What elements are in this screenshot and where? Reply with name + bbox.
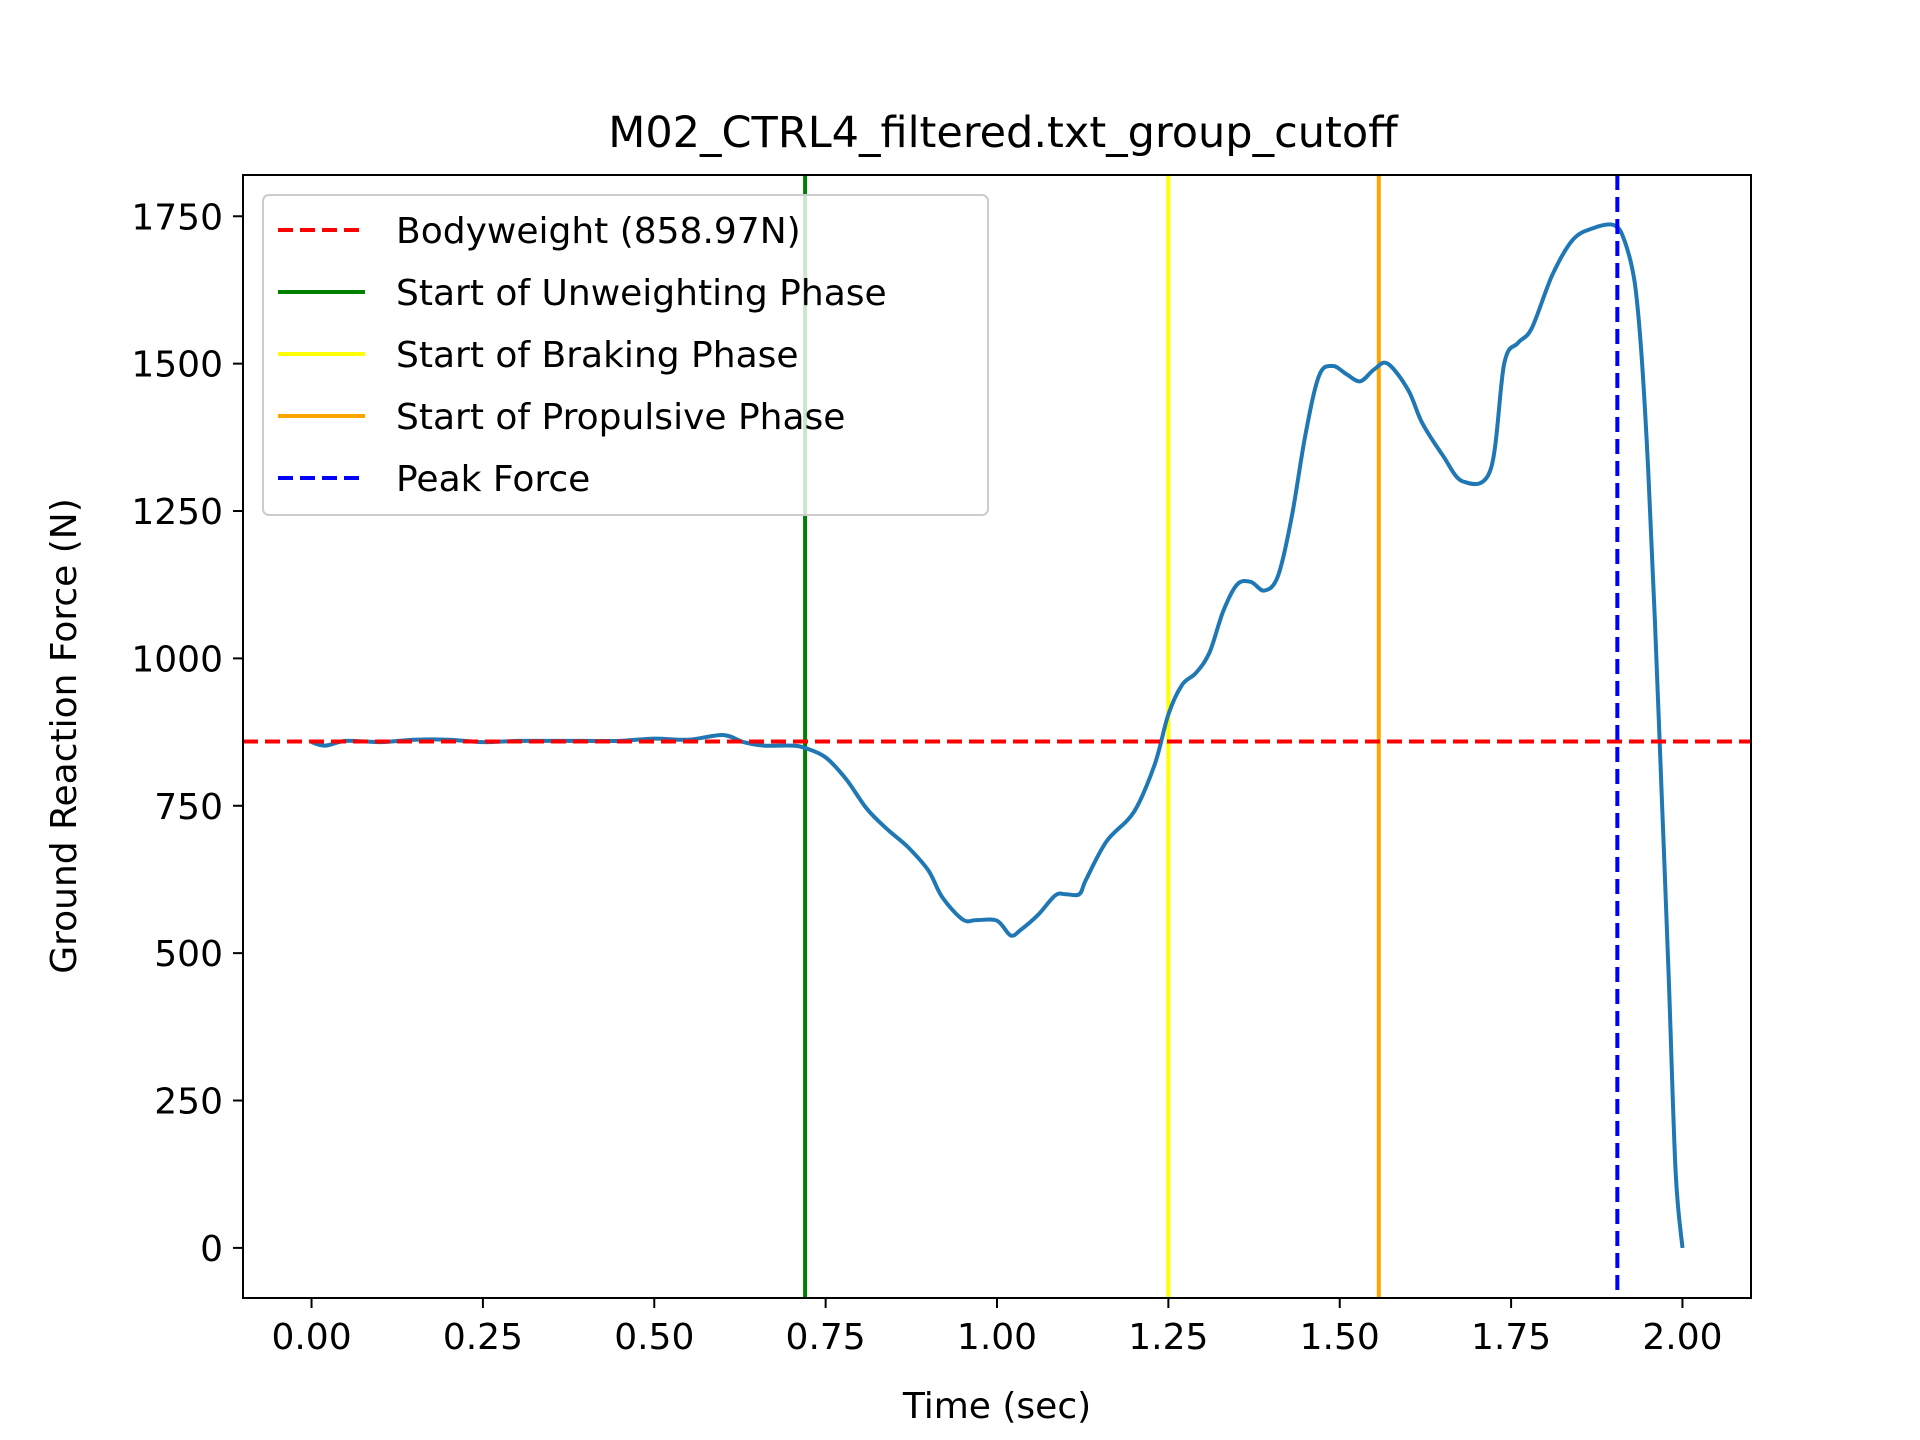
legend-label-3: Start of Propulsive Phase [396, 397, 845, 438]
x-tick-label: 2.00 [1642, 1317, 1722, 1358]
x-tick-label: 0.25 [443, 1317, 523, 1358]
y-tick-label: 1250 [131, 492, 223, 533]
x-tick-label: 1.75 [1471, 1317, 1551, 1358]
y-tick-label: 0 [200, 1229, 223, 1270]
x-tick-label: 1.25 [1128, 1317, 1208, 1358]
legend-label-1: Start of Unweighting Phase [396, 273, 887, 314]
y-axis-label: Ground Reaction Force (N) [44, 498, 85, 974]
legend: Bodyweight (858.97N) Start of Unweighting… [262, 194, 989, 516]
series-line-0 [310, 222, 1685, 1249]
legend-label-0: Bodyweight (858.97N) [396, 211, 801, 252]
legend-label-2: Start of Braking Phase [396, 335, 799, 376]
legend-label-4: Peak Force [396, 459, 590, 500]
x-tick-label: 0.75 [786, 1317, 866, 1358]
x-axis-label: Time (sec) [902, 1386, 1091, 1427]
y-tick-label: 250 [154, 1082, 223, 1123]
y-axis: 0 250 500 750 1000 1250 1500 1750 [131, 197, 243, 1270]
x-tick-label: 1.00 [957, 1317, 1037, 1358]
y-tick-label: 1750 [131, 197, 223, 238]
y-tick-label: 750 [154, 787, 223, 828]
y-tick-label: 1000 [131, 639, 223, 680]
x-axis: 0.00 0.25 0.50 0.75 1.00 1.25 1.50 1.75 2.00 [271, 1298, 1723, 1358]
legend-box [262, 194, 989, 516]
y-tick-label: 1500 [131, 345, 223, 386]
y-tick-label: 500 [154, 934, 223, 975]
x-tick-label: 0.00 [271, 1317, 351, 1358]
chart-title: M02_CTRL4_filtered.txt_group_cutoff [608, 108, 1399, 158]
x-tick-label: 0.50 [614, 1317, 694, 1358]
x-tick-label: 1.50 [1300, 1317, 1380, 1358]
